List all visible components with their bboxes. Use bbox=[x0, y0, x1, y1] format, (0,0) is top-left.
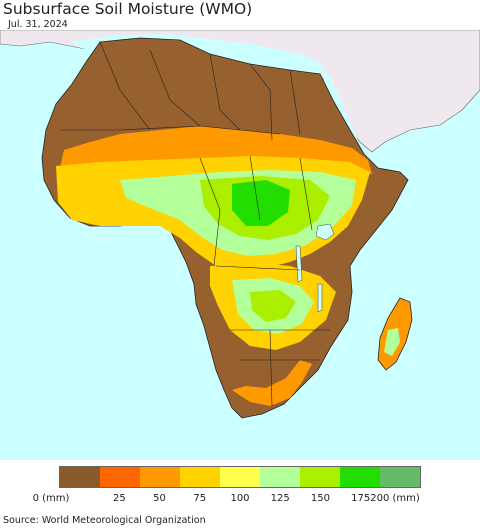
legend-label-5: 125 bbox=[270, 493, 290, 504]
lake-malawi bbox=[317, 283, 323, 313]
legend-label-1: 25 bbox=[112, 493, 126, 504]
legend-colorbar bbox=[59, 466, 421, 488]
map-date: Jul. 31, 2024 bbox=[8, 19, 68, 30]
legend-label-6: 150 bbox=[310, 493, 330, 504]
map-title: Subsurface Soil Moisture (WMO) bbox=[3, 0, 253, 18]
legend-swatch-3 bbox=[180, 467, 220, 487]
legend-swatch-0 bbox=[60, 467, 100, 487]
legend-swatch-6 bbox=[300, 467, 340, 487]
soil-moisture-map bbox=[0, 30, 480, 460]
madagascar-green bbox=[384, 328, 400, 356]
legend-label-7: 175 bbox=[351, 493, 371, 504]
legend-swatch-5 bbox=[260, 467, 300, 487]
legend-label-4: 100 bbox=[230, 493, 250, 504]
source-credit: Source: World Meteorological Organizatio… bbox=[3, 515, 206, 526]
lake-victoria bbox=[315, 223, 335, 241]
legend-label-3: 75 bbox=[193, 493, 207, 504]
legend-label-0: 0 (mm) bbox=[32, 493, 70, 504]
south-africa-orange-coast bbox=[232, 360, 312, 406]
legend-swatch-7 bbox=[340, 467, 380, 487]
country-borders bbox=[60, 41, 330, 407]
legend-swatch-4 bbox=[220, 467, 260, 487]
legend-swatch-1 bbox=[100, 467, 140, 487]
red-sea bbox=[322, 70, 366, 156]
legend-swatch-2 bbox=[140, 467, 180, 487]
congo-bright-green bbox=[232, 180, 290, 226]
legend-label-8: 200 (mm) bbox=[370, 493, 420, 504]
legend-label-2: 50 bbox=[153, 493, 166, 504]
southern-lime bbox=[250, 290, 296, 322]
legend-swatch-8 bbox=[380, 467, 420, 487]
legend-labels: 0 (mm) 25 50 75 100 125 150 175 200 (mm) bbox=[0, 493, 480, 507]
